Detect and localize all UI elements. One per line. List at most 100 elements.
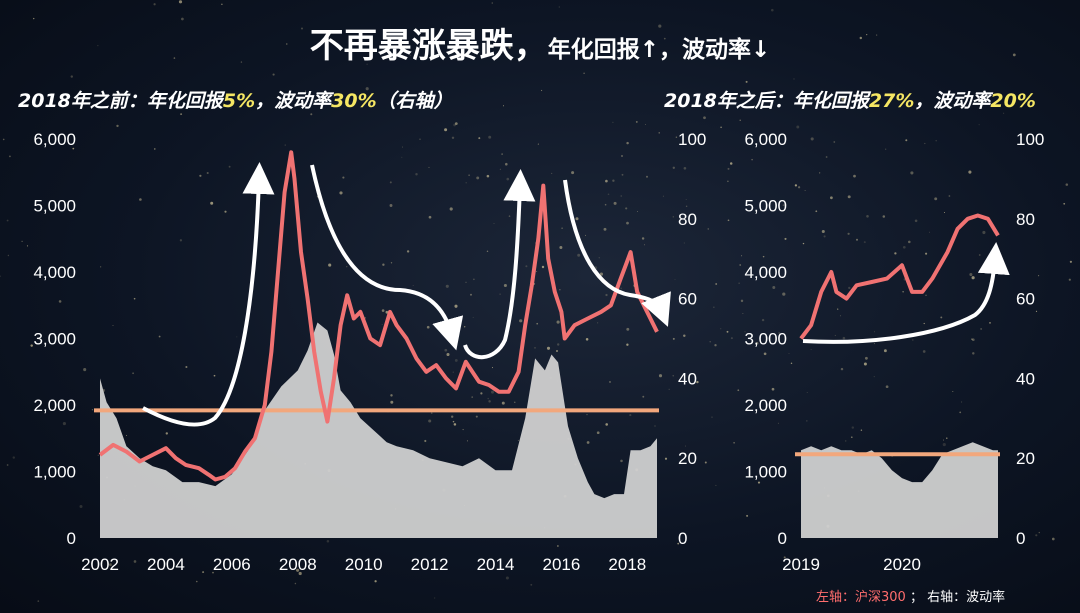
city-light-dot xyxy=(555,349,559,353)
city-light-dot xyxy=(133,297,136,300)
x-axis-tick-label: 2004 xyxy=(147,555,185,574)
footnote-separator: ； xyxy=(909,590,923,605)
left-header-volatility: 30% xyxy=(331,90,377,112)
city-light-dot xyxy=(158,335,161,338)
x-axis-tick-label: 2020 xyxy=(883,555,921,574)
city-light-dot xyxy=(9,155,11,158)
city-light-dot xyxy=(924,142,926,145)
left-axis-tick-label: 5,000 xyxy=(744,197,787,216)
city-light-dot xyxy=(894,252,897,255)
city-light-dot xyxy=(401,156,403,158)
city-light-dot xyxy=(213,374,216,377)
city-light-dot xyxy=(796,125,800,129)
city-light-dot xyxy=(58,300,62,303)
city-light-dot xyxy=(841,97,845,101)
city-light-dot xyxy=(902,245,906,249)
city-light-dot xyxy=(605,179,608,183)
city-light-dot xyxy=(946,437,948,439)
city-light-dot xyxy=(501,153,503,155)
city-light-dot xyxy=(449,207,453,211)
city-light-dot xyxy=(883,349,887,353)
city-light-dot xyxy=(389,181,392,184)
left-axis-tick-label: 5,000 xyxy=(33,197,76,216)
x-axis-tick-label: 2018 xyxy=(608,555,646,574)
city-light-dot xyxy=(486,174,490,178)
city-light-dot xyxy=(1069,260,1072,263)
city-light-dot xyxy=(972,352,975,355)
city-light-dot xyxy=(856,238,858,241)
city-light-dot xyxy=(503,283,507,288)
right-axis-tick-label: 60 xyxy=(678,290,697,309)
city-light-dot xyxy=(301,27,303,30)
city-light-dot xyxy=(537,143,539,145)
city-light-dot xyxy=(109,563,112,567)
right-axis-tick-label: 40 xyxy=(1016,369,1035,388)
left-axis-tick-label: 6,000 xyxy=(33,130,76,149)
city-light-dot xyxy=(727,167,730,170)
city-light-dot xyxy=(902,291,904,293)
city-light-dot xyxy=(683,167,687,170)
city-light-dot xyxy=(636,210,639,213)
city-light-dot xyxy=(33,17,35,20)
arrow-up-2019 xyxy=(802,242,1010,344)
csi300-line xyxy=(98,150,659,482)
right-chart-header: 2018年之后：年化回报27%，波动率20% xyxy=(664,86,1036,113)
right-header-volatility: 20% xyxy=(990,90,1036,112)
city-light-dot xyxy=(62,422,66,426)
city-light-dot xyxy=(37,600,40,602)
city-light-dot xyxy=(428,166,430,169)
city-light-dot xyxy=(468,174,470,176)
city-light-dot xyxy=(646,175,648,178)
city-light-dot xyxy=(802,242,805,245)
city-light-dot xyxy=(434,597,436,599)
city-light-dot xyxy=(935,140,937,142)
city-light-dot xyxy=(804,190,806,192)
page-title: 不再暴涨暴跌，年化回报↑，波动率↓ xyxy=(0,18,1080,67)
city-light-dot xyxy=(284,144,286,146)
city-light-dot xyxy=(629,414,632,417)
city-light-dot xyxy=(132,372,134,375)
city-light-dot xyxy=(793,78,795,80)
city-light-dot xyxy=(642,395,645,398)
right-axis-tick-label: 80 xyxy=(1016,210,1035,229)
city-light-dot xyxy=(517,439,519,441)
city-light-dot xyxy=(672,216,674,218)
city-light-dot xyxy=(612,121,614,124)
city-light-dot xyxy=(739,119,741,121)
city-light-dot xyxy=(591,53,594,56)
city-light-dot xyxy=(556,320,560,324)
city-light-dot xyxy=(462,429,464,431)
city-light-dot xyxy=(733,441,735,444)
city-light-dot xyxy=(810,349,812,350)
arrow-down-2016 xyxy=(563,179,671,327)
left-axis-tick-label: 3,000 xyxy=(744,330,787,349)
city-light-dot xyxy=(692,133,694,135)
city-light-dot xyxy=(873,376,875,378)
city-light-dot xyxy=(790,362,793,365)
x-axis-tick-label: 2006 xyxy=(213,555,251,574)
city-light-dot xyxy=(969,272,973,277)
left-chart-header: 2018年之前：年化回报5%，波动率30%（右轴） xyxy=(18,86,453,113)
left-axis-tick-label: 6,000 xyxy=(744,130,787,149)
city-light-dot xyxy=(626,221,629,225)
city-light-dot xyxy=(466,440,468,442)
city-light-dot xyxy=(943,211,946,214)
city-light-dot xyxy=(470,293,472,296)
city-light-dot xyxy=(863,362,867,366)
city-light-dot xyxy=(942,443,946,447)
city-light-dot xyxy=(328,263,332,267)
city-light-dot xyxy=(821,229,825,234)
title-main: 不再暴涨暴跌， xyxy=(309,26,548,66)
city-light-dot xyxy=(674,279,676,280)
right-axis-tick-label: 100 xyxy=(678,130,706,149)
city-light-dot xyxy=(559,246,563,249)
city-light-dot xyxy=(971,338,973,340)
city-light-dot xyxy=(464,326,466,328)
city-light-dot xyxy=(683,334,686,338)
city-light-dot xyxy=(221,3,223,6)
city-light-dot xyxy=(181,17,184,21)
city-light-dot xyxy=(925,294,927,296)
city-light-dot xyxy=(366,63,368,65)
city-light-dot xyxy=(884,604,886,606)
city-light-dot xyxy=(452,371,454,373)
